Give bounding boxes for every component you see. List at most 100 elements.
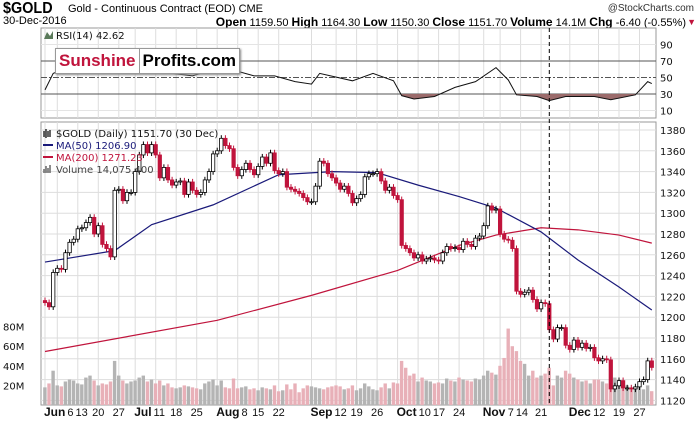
candle (551, 326, 556, 343)
volume-bar (158, 380, 162, 405)
candle-body (415, 254, 421, 259)
candlestick-icon (43, 129, 51, 138)
volume-bar (112, 360, 117, 405)
candle-body (71, 238, 76, 243)
candle-body (301, 193, 306, 199)
chg-label: Chg (589, 15, 613, 29)
volume-bar (281, 390, 285, 405)
candle (256, 163, 261, 178)
chg-value: -6.40 (-0.55%) (615, 17, 686, 29)
volume-bar (375, 390, 379, 405)
volume-bar (153, 383, 158, 405)
candle-body (575, 339, 581, 348)
volume-bar (84, 377, 88, 405)
volume-bar (473, 378, 478, 405)
candle (567, 342, 572, 353)
candle-body (317, 160, 322, 187)
volume-bar (358, 388, 363, 405)
volume-bar (494, 374, 498, 405)
candle (169, 176, 175, 189)
candle (83, 219, 89, 231)
candle (649, 357, 654, 371)
candle-body (124, 191, 130, 202)
candle (543, 299, 548, 307)
x-tick-label: Jul (134, 405, 151, 419)
candle (55, 265, 60, 276)
candle (333, 174, 339, 187)
price-panel (40, 121, 657, 406)
candle (51, 269, 56, 310)
candle (526, 287, 531, 296)
rsi-tick-label: 50 (660, 74, 673, 85)
volume-bar (133, 380, 137, 405)
volume-bar (203, 383, 207, 405)
volume-bar (117, 375, 121, 405)
volume-bar (412, 373, 416, 405)
candle-body (264, 156, 269, 164)
candle-body (92, 216, 97, 235)
candle (67, 239, 72, 256)
candle (465, 238, 470, 248)
volume-bar (391, 382, 396, 405)
x-tick-label: 17 (433, 407, 445, 419)
volume-bar (539, 375, 543, 405)
volume-bar (604, 383, 609, 405)
volume-bar (199, 389, 203, 405)
volume-bar (506, 328, 510, 405)
candle (153, 141, 158, 159)
candle-body (350, 193, 355, 204)
candle-body (608, 359, 613, 390)
candle (161, 164, 166, 181)
volume-bar (428, 381, 432, 405)
x-tick-label: 27 (113, 407, 125, 419)
candle-body (485, 205, 490, 227)
candle-body (383, 180, 388, 191)
candle-body (227, 145, 232, 150)
x-tick-label: Oct (397, 405, 417, 419)
volume-bar (80, 384, 84, 405)
candle (42, 297, 48, 306)
symbol: $GOLD (3, 0, 53, 17)
candle (362, 173, 367, 198)
candle (555, 324, 560, 343)
candle (379, 168, 384, 185)
candle-body (625, 387, 630, 390)
candle (530, 287, 536, 303)
x-tick-label: 18 (170, 407, 182, 419)
open-label: Open (215, 15, 247, 29)
candle (141, 141, 146, 159)
volume-bar (88, 375, 92, 405)
candle-body (379, 171, 384, 182)
volume-bar (256, 390, 260, 405)
volume-bar (63, 381, 68, 405)
candle (391, 184, 396, 199)
volume-bar (588, 383, 592, 405)
candle (100, 222, 105, 248)
volume-bar (563, 370, 568, 405)
volume-bar (121, 380, 125, 405)
volume-bar (625, 385, 629, 405)
volume-bar (215, 385, 219, 405)
candle-body (539, 302, 544, 310)
x-tick-label: 27 (633, 407, 645, 419)
candle (112, 187, 117, 260)
volume-bar (285, 384, 289, 405)
candle-body (120, 188, 125, 202)
candle (128, 189, 134, 196)
volume-bar (395, 383, 400, 405)
candle (329, 170, 335, 181)
volume-bar (445, 378, 449, 405)
volume-bar (186, 386, 191, 405)
volume-bar (449, 380, 453, 405)
price-tick-label: 1200 (660, 313, 685, 324)
volume-bar (568, 373, 572, 405)
volume-bar (293, 383, 297, 405)
volume-bar (59, 386, 63, 405)
volume-bar (555, 375, 560, 405)
low-label: Low (363, 15, 388, 29)
low-value: 1150.30 (390, 17, 430, 29)
candle (190, 178, 195, 194)
x-tick-label: 12 (593, 407, 605, 419)
candle-body (206, 171, 212, 181)
price-tick-label: 1220 (660, 292, 685, 303)
